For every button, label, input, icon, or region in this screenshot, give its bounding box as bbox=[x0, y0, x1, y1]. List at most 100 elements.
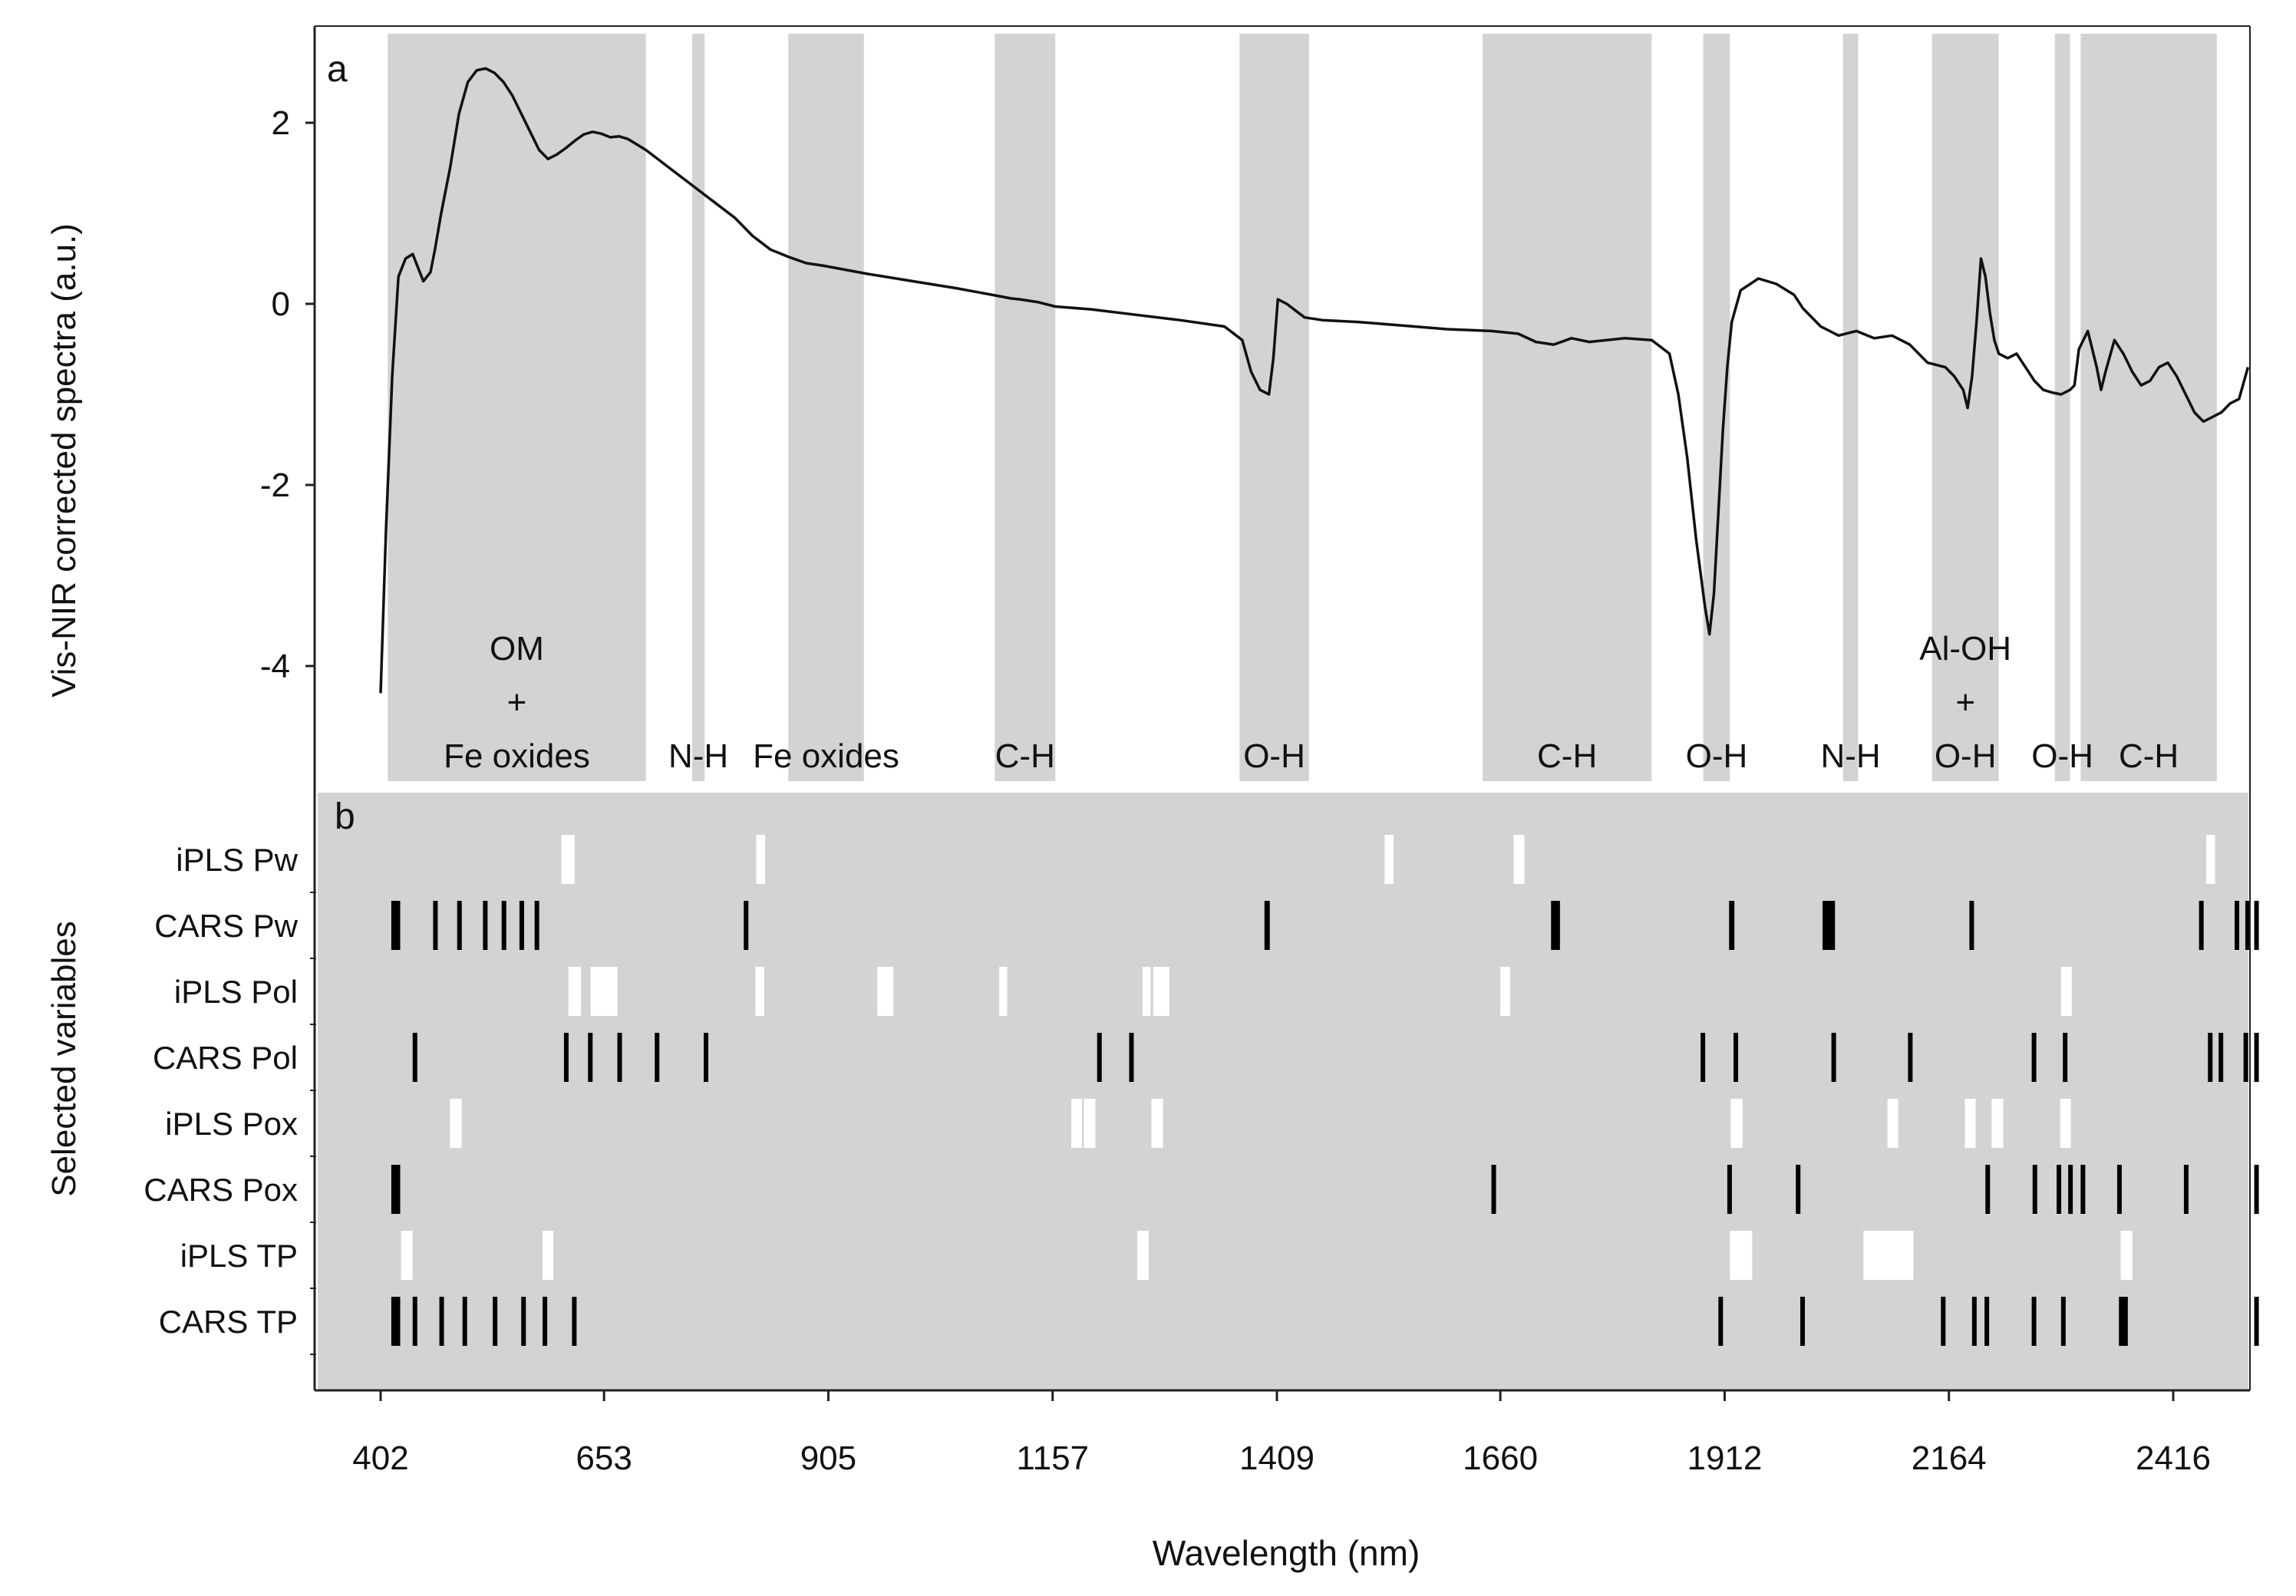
band-label-9-0: O-H bbox=[2031, 737, 2093, 775]
mark-cars-row5-5 bbox=[2032, 1165, 2037, 1214]
mark-cars-row1-13 bbox=[2199, 901, 2204, 950]
mark-ipls-row4-3 bbox=[1151, 1099, 1163, 1148]
mark-cars-row1-11 bbox=[1823, 901, 1836, 950]
mark-ipls-row4-9 bbox=[2249, 1099, 2261, 1148]
x-tick-label-8: 2416 bbox=[2136, 1439, 2211, 1477]
panel-a-label: a bbox=[327, 49, 348, 90]
mark-ipls-row6-5 bbox=[2120, 1231, 2133, 1280]
panel-b-background bbox=[318, 793, 2248, 1390]
band-label-7-0: N-H bbox=[1820, 737, 1880, 775]
mark-cars-row3-15 bbox=[2218, 1033, 2224, 1082]
band-label-8-0: Al-OH bbox=[1919, 630, 2011, 668]
mark-cars-row1-5 bbox=[519, 901, 524, 950]
mark-cars-row1-15 bbox=[2245, 901, 2250, 950]
mark-cars-row7-5 bbox=[521, 1297, 526, 1346]
row-label-3: CARS Pol bbox=[153, 1040, 298, 1076]
panel-a: OM + Fe oxides N-H Fe oxides C-H O-H C-H O-H N-H A… bbox=[45, 34, 2250, 781]
mark-cars-row7-4 bbox=[493, 1297, 498, 1346]
band-label-8-1: + bbox=[1955, 684, 1975, 721]
x-tick-label-1: 653 bbox=[576, 1439, 632, 1477]
mark-cars-row7-15 bbox=[2119, 1297, 2128, 1346]
mark-cars-row3-1 bbox=[563, 1033, 569, 1082]
band-1 bbox=[691, 34, 705, 781]
band-label-6-0: O-H bbox=[1686, 737, 1748, 775]
band-labels-group: OM + Fe oxides N-H Fe oxides C-H O-H C-H O-H N-H A… bbox=[444, 630, 2179, 775]
mark-cars-row7-13 bbox=[2031, 1297, 2037, 1346]
band-label-3-0: C-H bbox=[995, 737, 1055, 775]
mark-ipls-row0-1 bbox=[756, 835, 766, 884]
mark-cars-row1-3 bbox=[483, 901, 488, 950]
mark-cars-row5-4 bbox=[1985, 1165, 1991, 1214]
row-label-7: CARS TP bbox=[159, 1304, 298, 1340]
mark-ipls-row4-0 bbox=[450, 1099, 462, 1148]
band-8 bbox=[1931, 34, 1999, 781]
mark-cars-row7-2 bbox=[439, 1297, 444, 1346]
mark-cars-row5-9 bbox=[2116, 1165, 2122, 1214]
band-3 bbox=[995, 34, 1056, 781]
y-axis-a-ticks: 2 0 -2 -4 bbox=[260, 104, 315, 685]
mark-cars-row3-12 bbox=[2031, 1033, 2037, 1082]
mark-cars-row3-17 bbox=[2254, 1033, 2259, 1082]
row-labels-group: iPLS Pw CARS Pw iPLS Pol CARS Pol iPLS Pox CA… bbox=[144, 842, 316, 1355]
mark-cars-row5-10 bbox=[2183, 1165, 2189, 1214]
band-label-0-2: Fe oxides bbox=[444, 737, 590, 775]
mark-ipls-row0-2 bbox=[1384, 835, 1394, 884]
panel-b-label: b bbox=[335, 796, 355, 837]
mark-cars-row1-1 bbox=[433, 901, 438, 950]
mark-cars-row3-7 bbox=[1129, 1033, 1134, 1082]
mark-cars-row7-12 bbox=[1984, 1297, 1990, 1346]
band-label-0-1: + bbox=[507, 684, 527, 721]
mark-cars-row1-8 bbox=[1264, 901, 1270, 950]
y-tick-label-a-2: -2 bbox=[260, 467, 290, 504]
mark-ipls-row4-2 bbox=[1084, 1099, 1096, 1148]
mark-cars-row7-11 bbox=[1971, 1297, 1977, 1346]
row-label-2: iPLS Pol bbox=[174, 974, 298, 1010]
mark-ipls-row0-4 bbox=[2205, 835, 2215, 884]
mark-cars-row3-9 bbox=[1734, 1033, 1739, 1082]
mark-cars-row7-16 bbox=[2254, 1297, 2259, 1346]
mark-cars-row5-7 bbox=[2068, 1165, 2073, 1214]
mark-cars-row3-8 bbox=[1701, 1033, 1706, 1082]
mark-ipls-row4-1 bbox=[1071, 1099, 1082, 1148]
band-label-4-0: O-H bbox=[1243, 737, 1305, 775]
mark-cars-row7-8 bbox=[1718, 1297, 1724, 1346]
mark-cars-row5-0 bbox=[391, 1165, 401, 1214]
band-9 bbox=[2054, 34, 2070, 781]
mark-ipls-row4-7 bbox=[1991, 1099, 2004, 1148]
mark-cars-row1-6 bbox=[534, 901, 539, 950]
band-shading-group bbox=[388, 34, 2217, 781]
mark-ipls-row6-3 bbox=[1730, 1231, 1753, 1280]
mark-cars-row3-4 bbox=[655, 1033, 660, 1082]
x-axis-title: Wavelength (nm) bbox=[1153, 1533, 1420, 1573]
mark-ipls-row2-8 bbox=[2060, 967, 2072, 1016]
spectrum-group bbox=[379, 67, 2250, 694]
band-label-0-0: OM bbox=[490, 630, 544, 668]
mark-cars-row3-10 bbox=[1831, 1033, 1836, 1082]
mark-cars-row5-2 bbox=[1727, 1165, 1732, 1214]
y-tick-label-a-3: -4 bbox=[260, 648, 290, 685]
row-label-5: CARS Pox bbox=[144, 1172, 298, 1208]
mark-cars-row1-4 bbox=[501, 901, 506, 950]
y-tick-label-a-0: 2 bbox=[272, 104, 290, 142]
mark-cars-row3-6 bbox=[1097, 1033, 1102, 1082]
band-label-8-2: O-H bbox=[1935, 737, 1997, 775]
mark-ipls-row4-5 bbox=[1887, 1099, 1898, 1148]
mark-ipls-row2-2 bbox=[755, 967, 764, 1016]
mark-ipls-row4-8 bbox=[2060, 1099, 2071, 1148]
mark-cars-row5-11 bbox=[2254, 1165, 2259, 1214]
x-tick-label-4: 1409 bbox=[1239, 1439, 1315, 1477]
x-tick-label-6: 1912 bbox=[1687, 1439, 1762, 1477]
mark-cars-row3-0 bbox=[412, 1033, 417, 1082]
band-7 bbox=[1842, 34, 1859, 781]
row-label-1: CARS Pw bbox=[154, 908, 298, 944]
y-axis-a-title: Vis-NIR corrected spectra (a.u.) bbox=[45, 223, 83, 697]
mark-cars-row7-7 bbox=[572, 1297, 577, 1346]
band-label-10-0: C-H bbox=[2119, 737, 2179, 775]
band-label-5-0: C-H bbox=[1537, 737, 1597, 775]
mark-ipls-row4-6 bbox=[1964, 1099, 1976, 1148]
mark-cars-row1-16 bbox=[2254, 901, 2259, 950]
band-4 bbox=[1239, 34, 1309, 781]
band-0 bbox=[388, 34, 646, 781]
mark-ipls-row2-1 bbox=[590, 967, 618, 1016]
